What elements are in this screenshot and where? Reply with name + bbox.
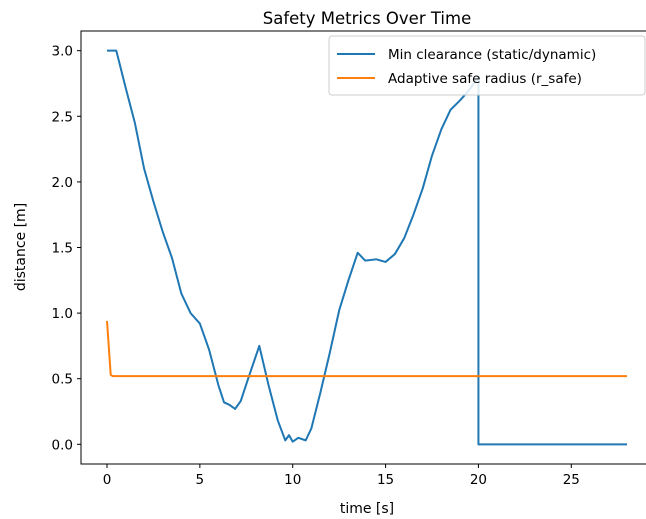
y-axis-label: distance [m] xyxy=(13,203,29,291)
x-tick-label: 25 xyxy=(563,472,580,488)
x-tick-label: 0 xyxy=(103,472,112,488)
y-tick-label: 2.5 xyxy=(52,109,73,125)
series-line-1 xyxy=(107,51,627,445)
x-tick-label: 20 xyxy=(470,472,487,488)
y-tick-label: 0.5 xyxy=(52,372,73,388)
y-tick-label: 1.0 xyxy=(52,306,73,322)
chart-title: Safety Metrics Over Time xyxy=(263,9,471,28)
x-tick-label: 10 xyxy=(284,472,301,488)
x-axis-label: time [s] xyxy=(340,501,394,517)
y-tick-label: 0.0 xyxy=(52,437,73,453)
series-line-2 xyxy=(107,321,627,376)
legend-label-2: Adaptive safe radius (r_safe) xyxy=(388,71,582,87)
x-tick-label: 15 xyxy=(377,472,394,488)
legend-label-1: Min clearance (static/dynamic) xyxy=(388,47,596,63)
y-tick-label: 3.0 xyxy=(52,44,73,60)
y-tick-label: 1.5 xyxy=(52,241,73,257)
plot-area: 0 5 10 15 20 25 0.0 0.5 1.0 1.5 2.0 2.5 3.0 xyxy=(52,31,646,488)
legend: Min clearance (static/dynamic) Adaptive s… xyxy=(329,36,645,95)
axes-frame xyxy=(81,31,646,464)
y-tick-label: 2.0 xyxy=(52,175,73,191)
x-tick-label: 5 xyxy=(196,472,205,488)
